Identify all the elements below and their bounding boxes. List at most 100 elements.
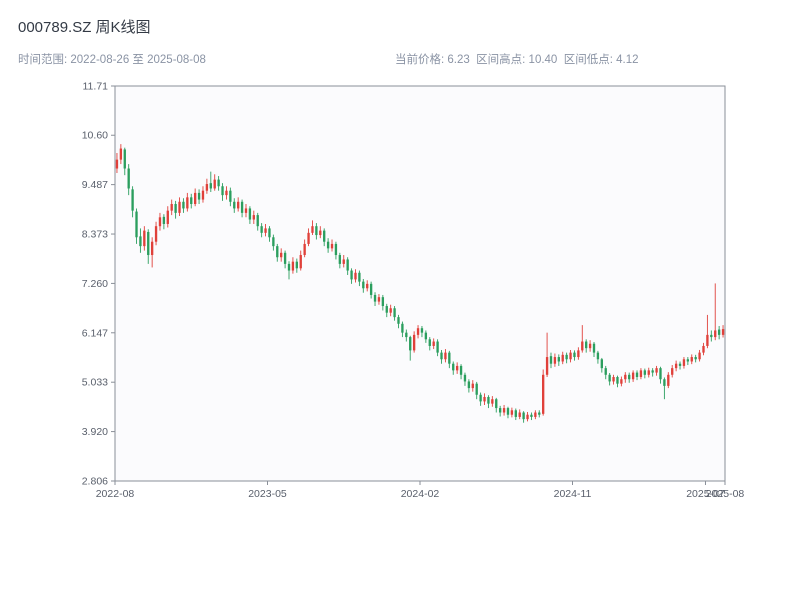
candle-body [311,226,314,233]
candle-body [397,317,400,324]
y-tick-label: 3.920 [82,426,108,438]
candle-body [362,281,365,289]
candle-body [201,190,205,200]
candle-body [479,394,482,402]
candle-body [612,377,615,382]
candle-body [409,337,412,351]
candle-body [702,345,705,353]
candle-body [389,308,392,313]
candle-body [342,259,345,264]
x-tick-label: 2022-08 [96,488,135,500]
candle-body [150,241,154,256]
candle-body [596,352,600,360]
candle-body [530,414,533,417]
candle-body [115,159,119,169]
candle-body [467,381,471,389]
candle-body [659,368,662,380]
candle-body [158,217,162,227]
candle-body [534,412,537,417]
candle-body [346,259,349,271]
y-tick-label: 6.147 [82,327,108,339]
candle-body [635,372,639,378]
candle-body [319,230,322,236]
candle-body [498,408,502,413]
candle-body [628,374,631,380]
y-tick-label: 10.60 [82,130,108,142]
candle-body [193,192,197,205]
candle-body [366,283,369,289]
candle-body [248,208,252,220]
candle-body [350,270,353,280]
candle-body [299,255,302,269]
candle-body [323,230,326,242]
candle-body [381,297,385,307]
candle-body [706,334,709,346]
y-tick-label: 7.260 [82,278,108,290]
candle-body [186,197,189,209]
candle-body [573,352,576,358]
candle-body [698,352,701,360]
candle-body [604,368,607,375]
candle-body [667,374,670,386]
plot-border [114,85,726,482]
candle-body [463,374,467,382]
candle-body [291,261,295,271]
x-tick-label: 2023-05 [248,488,287,500]
candle-body [538,412,541,415]
candle-body [690,357,693,362]
candle-body [639,370,643,378]
candle-body [452,363,455,371]
candle-body [561,354,564,362]
candle-body [256,215,259,227]
candle-body [495,399,498,409]
candle-body [393,308,396,318]
candle-body [714,330,717,338]
candle-body [549,356,553,364]
candle-body [190,197,193,205]
candle-body [268,228,271,238]
candle-body [280,252,283,258]
candle-body [287,263,291,271]
candle-body [585,341,588,349]
candle-body [264,228,267,233]
y-tick-label: 2.806 [82,476,108,488]
x-tick-label: 2025-07 [686,488,725,500]
candle-body [577,350,580,358]
candle-body [694,357,697,360]
candle-body [448,352,451,364]
candle-body [542,374,545,414]
candle-body [686,359,690,362]
candle-body [154,226,158,242]
candle-body [624,374,627,380]
candle-body [678,363,682,366]
candle-body [221,186,224,196]
candle-body [276,246,279,258]
candle-body [358,272,361,282]
candle-body [127,168,130,189]
candle-body [205,184,209,191]
date-range-label: 时间范围: 2022-08-26 至 2025-08-08 [18,54,206,66]
candle-body [233,201,236,209]
candle-body [592,343,596,353]
candle-body [600,359,603,369]
candle-body [581,341,584,351]
candle-body [620,379,623,384]
candle-body [326,241,330,249]
price-summary-label: 当前价格: 6.23 区间高点: 10.40 区间低点: 4.12 [395,54,639,66]
candle-body [432,341,435,346]
candle-body [237,201,240,209]
candle-body [260,226,263,233]
candle-body [717,329,721,335]
x-tick-label: 2024-11 [554,488,592,500]
candle-body [424,332,428,340]
candle-body [303,243,306,256]
candle-body [459,365,463,375]
candle-body [166,210,169,224]
candle-body [377,297,381,302]
candle-body [307,232,310,244]
candle-body [338,255,342,264]
candle-body [272,237,275,247]
candle-body [553,357,557,364]
